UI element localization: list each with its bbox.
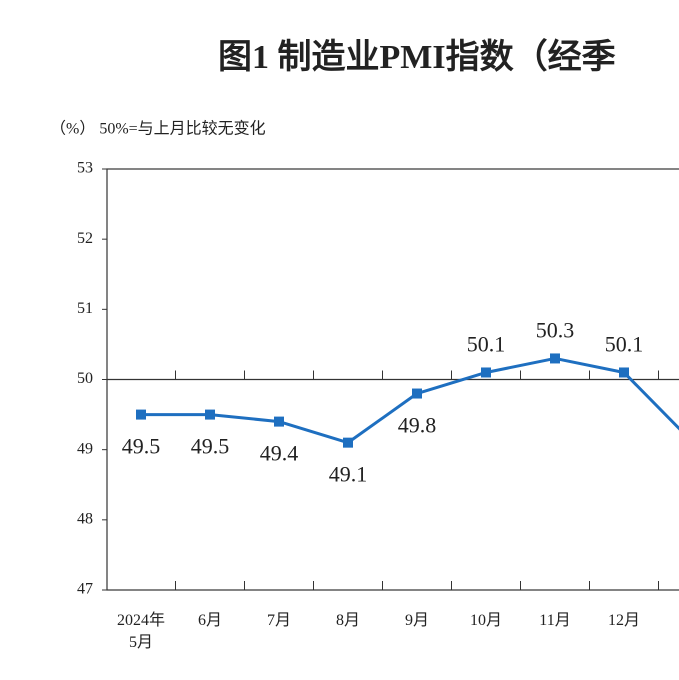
data-label: 49.1 [329,462,368,487]
x-tick-label: 20 [653,610,679,632]
x-tick-label: 7月 [266,612,291,629]
chart-title: 图1 制造业PMI指数（经季 [218,37,616,76]
y-tick-label: 49 [77,440,93,457]
data-label: 49.5 [191,434,230,459]
marker [412,388,422,399]
x-tick-label: 11月 [539,612,571,629]
x-tick-label: 12月 [607,612,640,629]
data-label: 50.1 [605,332,644,357]
marker [136,409,146,420]
marker [619,367,629,378]
y-tick-label: 47 [77,581,93,598]
marker [205,409,215,420]
y-tick-label: 52 [77,230,93,247]
data-label: 49.4 [260,441,299,466]
y-tick-label: 51 [77,300,93,317]
y-tick-label: 48 [77,511,93,528]
marker [481,367,491,378]
x-tick-label: 2024年 5月 [116,612,165,651]
x-tick-label: 8月 [335,612,360,629]
data-label: 50.1 [467,332,506,357]
x-tick-label: 9月 [404,612,429,629]
data-label: 49.5 [122,434,161,459]
x-tick-label: 10月 [469,612,502,629]
y-tick-label: 53 [77,160,93,177]
data-label: 49.8 [398,413,437,438]
marker [274,416,284,427]
annotation: （%） 50%=与上月比较无变化 [50,120,266,138]
marker [343,437,353,448]
x-tick-label: 6月 [197,612,222,629]
marker [550,353,560,364]
y-tick-label: 50 [77,370,93,387]
data-label: 50.3 [536,317,575,342]
